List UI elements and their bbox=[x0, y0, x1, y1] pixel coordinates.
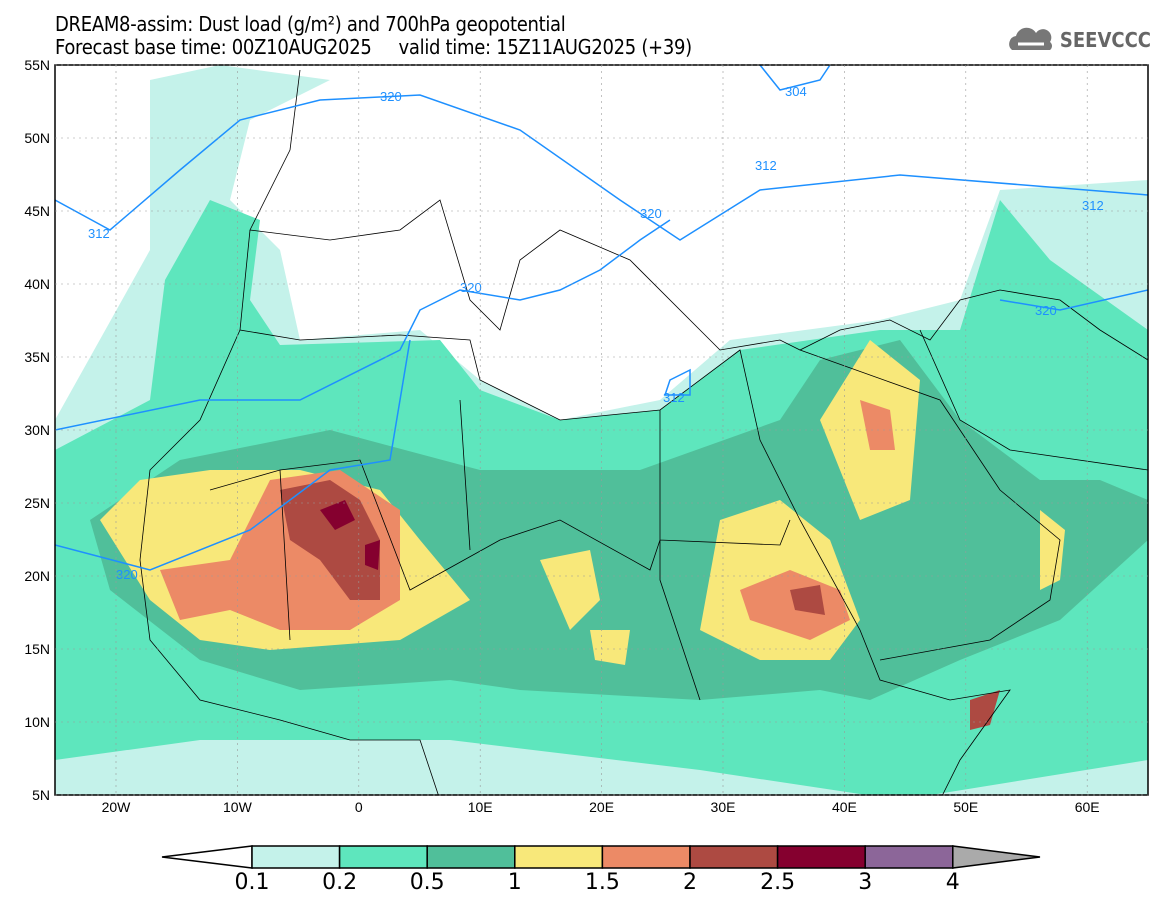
colorbar-tick-label: 2 bbox=[683, 870, 697, 895]
colorbar-tick-label: 0.5 bbox=[409, 870, 445, 895]
colorbar-swatch bbox=[776, 845, 866, 869]
lon-label: 30E bbox=[711, 799, 736, 815]
dust-level-2.5 bbox=[320, 500, 380, 570]
seevccc-logo: SEEVCCC bbox=[1006, 26, 1151, 54]
lon-label: 20E bbox=[589, 799, 614, 815]
colorbar-swatch bbox=[864, 845, 954, 869]
colorbar-swatch bbox=[514, 845, 604, 869]
cloud-icon bbox=[1009, 27, 1052, 50]
lon-label: 60E bbox=[1075, 799, 1100, 815]
contour-label: 320 bbox=[116, 567, 138, 582]
contour-label: 320 bbox=[1035, 303, 1057, 318]
lat-label: 45N bbox=[24, 203, 50, 219]
lat-label: 25N bbox=[24, 495, 50, 511]
contour-label: 320 bbox=[640, 206, 662, 221]
contour-label: 312 bbox=[663, 390, 685, 405]
axis-ticks: 55N 50N 45N 40N 35N 30N 25N 20N 15N 10N 5N 20W 10W 0 1… bbox=[24, 57, 1148, 815]
colorbar-swatch bbox=[426, 845, 516, 869]
colorbar-swatch bbox=[251, 845, 341, 869]
colorbar-tick-label: 1 bbox=[507, 870, 522, 895]
lon-label: 10E bbox=[468, 799, 493, 815]
colorbar-swatch bbox=[689, 845, 779, 869]
lat-label: 10N bbox=[24, 714, 50, 730]
lon-label: 10W bbox=[223, 799, 253, 815]
lat-label: 35N bbox=[24, 349, 50, 365]
contour-label: 312 bbox=[755, 158, 777, 173]
lat-label: 55N bbox=[24, 57, 50, 73]
map-subtitle: Forecast base time: 00Z10AUG2025 valid t… bbox=[55, 35, 692, 59]
lon-label: 40E bbox=[832, 799, 857, 815]
map-title: DREAM8-assim: Dust load (g/m²) and 700hP… bbox=[55, 12, 566, 36]
lat-label: 5N bbox=[32, 787, 50, 803]
logo-text: SEEVCCC bbox=[1059, 28, 1151, 52]
lon-label: 20W bbox=[102, 799, 132, 815]
colorbar-swatch bbox=[338, 845, 428, 869]
contour-label: 312 bbox=[88, 226, 110, 241]
colorbar-tick-label: 1.5 bbox=[584, 870, 620, 895]
lat-label: 15N bbox=[24, 641, 50, 657]
contour-labels: 320 312 304 312 320 312 320 312 320 320 bbox=[88, 84, 1104, 582]
colorbar-tick-label: 3 bbox=[858, 870, 873, 895]
contour-label: 320 bbox=[380, 89, 402, 104]
colorbar-swatch bbox=[601, 845, 691, 869]
dust-level-2 bbox=[280, 480, 1000, 730]
lat-label: 50N bbox=[24, 130, 50, 146]
colorbar-min-arrow bbox=[161, 845, 253, 869]
lat-label: 40N bbox=[24, 276, 50, 292]
lat-label: 30N bbox=[24, 422, 50, 438]
colorbar-tick-label: 4 bbox=[945, 870, 960, 895]
lon-label: 0 bbox=[355, 799, 363, 815]
colorbar-max-arrow bbox=[952, 845, 1041, 869]
colorbar-tick-label: 0.2 bbox=[322, 870, 358, 895]
colorbar-tick-label: 2.5 bbox=[760, 870, 796, 895]
geopotential-contours bbox=[55, 65, 1148, 571]
colorbar-tick-label: 0.1 bbox=[234, 870, 270, 895]
contour-label: 304 bbox=[785, 84, 807, 99]
lat-label: 20N bbox=[24, 568, 50, 584]
lon-label: 50E bbox=[953, 799, 978, 815]
coastlines bbox=[139, 69, 1148, 795]
